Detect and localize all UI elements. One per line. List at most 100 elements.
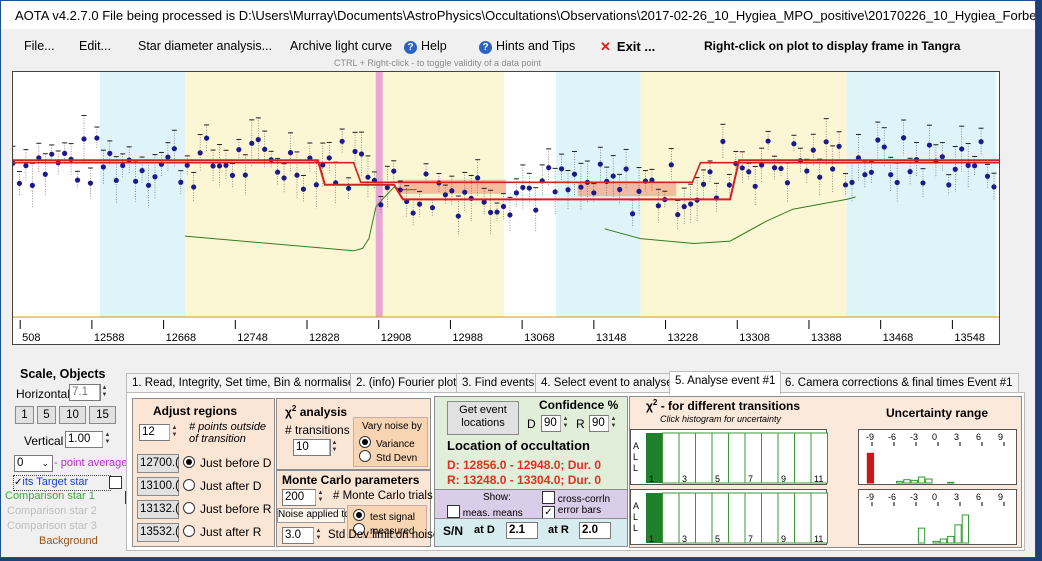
menu-edit[interactable]: Edit... <box>79 39 111 53</box>
x-tick-label: 12908 <box>381 332 412 344</box>
variance-radio[interactable] <box>359 436 371 448</box>
before-r-button[interactable]: 13132.( <box>137 500 179 519</box>
cross-corr-label: cross-corrln <box>557 494 611 505</box>
tab-camera-corrections[interactable]: 6. Camera corrections & final times Even… <box>779 373 1019 393</box>
uncertainty-d-bar <box>910 479 918 484</box>
menu-hints[interactable]: ? Hints and Tips <box>479 39 575 54</box>
confidence-d-input[interactable]: 90 <box>541 415 561 432</box>
menu-archive[interactable]: Archive light curve <box>290 39 393 53</box>
measured-option[interactable]: measured <box>353 523 414 537</box>
ctrl-hint: CTRL + Right-click - to toggle validity … <box>334 58 542 68</box>
data-point <box>778 165 784 172</box>
scale-button-10[interactable]: 10 <box>59 406 86 424</box>
data-point <box>830 166 836 172</box>
confidence-d-spinner[interactable]: ▲ ▼ <box>560 416 570 431</box>
data-point <box>410 210 416 216</box>
test-signal-radio[interactable] <box>353 509 365 521</box>
before-d-button[interactable]: 12700.( <box>137 454 179 473</box>
data-point <box>571 171 578 177</box>
data-point <box>449 188 455 194</box>
comparison-star-1-label: Comparison star 1 <box>5 490 95 502</box>
data-point <box>378 202 384 208</box>
before-d-radio[interactable] <box>183 456 195 468</box>
tab-select-event[interactable]: 4. Select event to analyse <box>535 373 679 393</box>
data-point <box>262 146 268 152</box>
stddevn-option[interactable]: Std Devn <box>359 450 417 464</box>
data-point <box>894 179 900 186</box>
horizontal-scale-input[interactable]: 7.1 <box>69 384 101 401</box>
means-option[interactable]: meas. means <box>447 505 523 519</box>
uncertainty-d-tick-label: 3 <box>954 432 959 442</box>
data-point <box>881 144 887 150</box>
test-signal-option[interactable]: test signal <box>353 509 415 523</box>
points-outside-input[interactable]: 12 <box>139 424 170 441</box>
menu-help[interactable]: ? Help <box>404 39 447 54</box>
means-checkbox[interactable] <box>447 505 460 518</box>
data-point <box>94 135 100 141</box>
before-r-option[interactable]: Just before R <box>183 502 271 516</box>
check-icon: ✓ <box>14 477 23 488</box>
menu-star-diameter[interactable]: Star diameter analysis... <box>138 39 273 53</box>
points-outside-spinner[interactable]: ▲ ▼ <box>169 425 179 440</box>
confidence-r-input[interactable]: 90 <box>589 415 609 432</box>
chi-r-tick: 1 <box>649 534 654 544</box>
stddevn-radio[interactable] <box>359 450 371 462</box>
vertical-spinner[interactable]: ▲ ▼ <box>102 432 112 447</box>
scale-button-5[interactable]: 5 <box>37 406 56 424</box>
chi-d-all-letter: L <box>633 463 638 473</box>
uncertainty-r-bar <box>954 524 962 544</box>
tab-find-events[interactable]: 3. Find events <box>456 373 541 393</box>
chi-d-tick: 1 <box>649 474 654 484</box>
light-curve-plot[interactable]: 508 12588 12668 12748 12828 12908 12988 13068 13… <box>12 71 1000 345</box>
data-point <box>629 211 636 217</box>
x-tick-label: 13308 <box>739 332 770 344</box>
scale-button-15[interactable]: 15 <box>89 406 116 424</box>
data-point <box>229 172 236 178</box>
chi-r-bar <box>810 492 828 544</box>
uncertainty-r-bar <box>947 535 955 544</box>
data-point <box>87 180 94 186</box>
before-d-option[interactable]: Just before D <box>183 456 271 470</box>
cross-corr-option[interactable]: cross-corrln <box>542 491 610 505</box>
trials-spinner[interactable]: ▲ ▼ <box>315 490 325 505</box>
point-average-select[interactable]: 0 ⌄ <box>14 455 53 472</box>
tab-analyse-event[interactable]: 5. Analyse event #1 <box>669 371 782 394</box>
cross-corr-checkbox[interactable] <box>542 491 555 504</box>
confidence-r-spinner[interactable]: ▲ ▼ <box>608 416 618 431</box>
menu-exit[interactable]: ✕ Exit ... <box>600 39 655 55</box>
after-d-radio[interactable] <box>183 479 195 491</box>
scale-button-1[interactable]: 1 <box>15 406 34 424</box>
chi-d-bar <box>794 432 812 484</box>
after-r-button[interactable]: 13532.( <box>137 523 179 542</box>
after-d-option[interactable]: Just after D <box>183 479 261 493</box>
vertical-scale-input[interactable]: 1.00 <box>65 431 103 448</box>
data-point <box>855 155 862 161</box>
error-bars-option[interactable]: ✓ error bars <box>542 505 601 519</box>
get-event-locations-button[interactable]: Get event locations <box>447 401 519 435</box>
stddev-limit-input[interactable]: 3.0 <box>282 527 314 544</box>
menu-file[interactable]: File... <box>24 39 55 53</box>
target-star-row[interactable]: ✓its Target star <box>13 475 111 491</box>
transitions-input[interactable]: 10 <box>293 439 331 456</box>
stddev-limit-spinner[interactable]: ▲ ▼ <box>313 528 323 543</box>
variance-option[interactable]: Variance <box>359 436 415 450</box>
light-curve-svg[interactable]: 508 12588 12668 12748 12828 12908 12988 13068 13… <box>13 72 999 344</box>
data-point <box>836 143 842 149</box>
after-r-option[interactable]: Just after R <box>183 525 261 539</box>
trials-input[interactable]: 200 <box>282 489 316 506</box>
chi-r-bar <box>662 492 680 544</box>
data-point <box>875 137 881 143</box>
after-r-radio[interactable] <box>183 525 195 537</box>
transitions-spinner[interactable]: ▲ ▼ <box>329 440 339 455</box>
target-star-checkbox[interactable] <box>109 476 122 489</box>
before-r-radio[interactable] <box>183 502 195 514</box>
measured-radio[interactable] <box>353 523 365 535</box>
tab-read-integrity[interactable]: 1. Read, Integrity, Set time, Bin & norm… <box>126 373 361 393</box>
data-point <box>707 169 713 175</box>
horizontal-spinner[interactable]: ▲ ▼ <box>99 385 109 400</box>
tab-fourier[interactable]: 2. (info) Fourier plot <box>350 373 463 393</box>
data-point <box>133 178 139 184</box>
after-d-button[interactable]: 13100.( <box>137 477 179 496</box>
